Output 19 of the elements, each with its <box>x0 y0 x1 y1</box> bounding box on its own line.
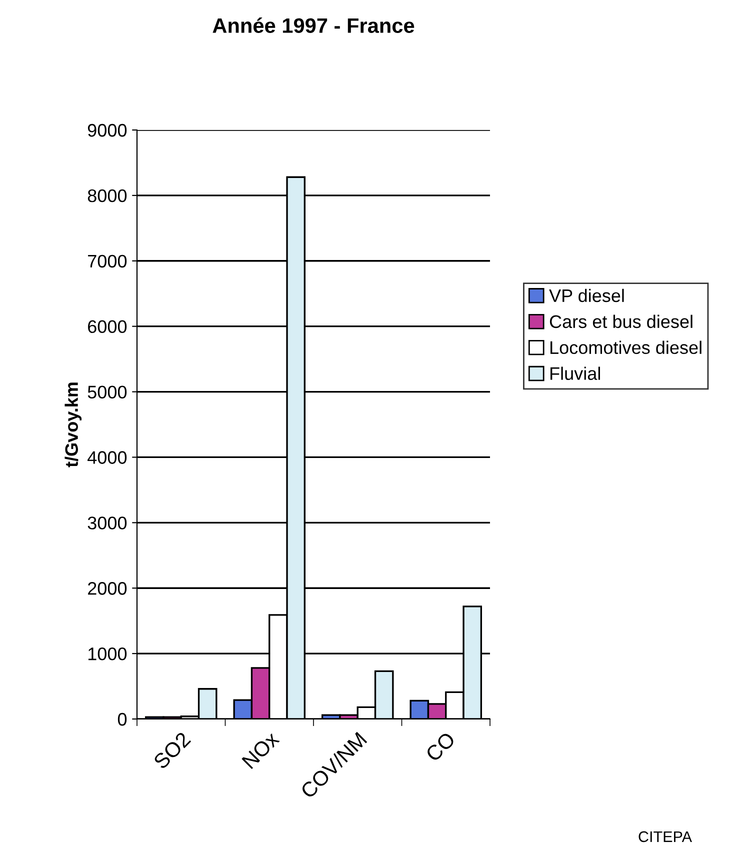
x-tick-label: SO2 <box>152 731 192 770</box>
y-tick-label: 5000 <box>88 386 127 398</box>
y-tick-label: 3000 <box>88 516 127 530</box>
x-tick-label: CO <box>424 731 456 762</box>
text: CITEPA <box>638 831 692 842</box>
y-axis-title: t/Gvoy.km <box>64 382 82 468</box>
chart-title: Année 1997 - France <box>212 18 414 33</box>
legend-label: Fluvial <box>550 366 600 380</box>
y-tick-label: 8000 <box>88 189 127 202</box>
legend-label: Cars et bus diesel <box>550 314 692 328</box>
y-tick-label: 2000 <box>88 582 127 595</box>
y-tick-label: 9000 <box>88 124 127 137</box>
y-tick-label: 1000 <box>88 647 127 660</box>
y-tick-label: 0 <box>118 712 127 726</box>
y-tick-label: 4000 <box>88 451 127 464</box>
legend-label: VP diesel <box>549 288 624 302</box>
y-tick-label: 7000 <box>88 254 127 268</box>
legend-label: Locomotives diesel <box>550 340 702 354</box>
y-tick-label: 6000 <box>88 320 127 334</box>
